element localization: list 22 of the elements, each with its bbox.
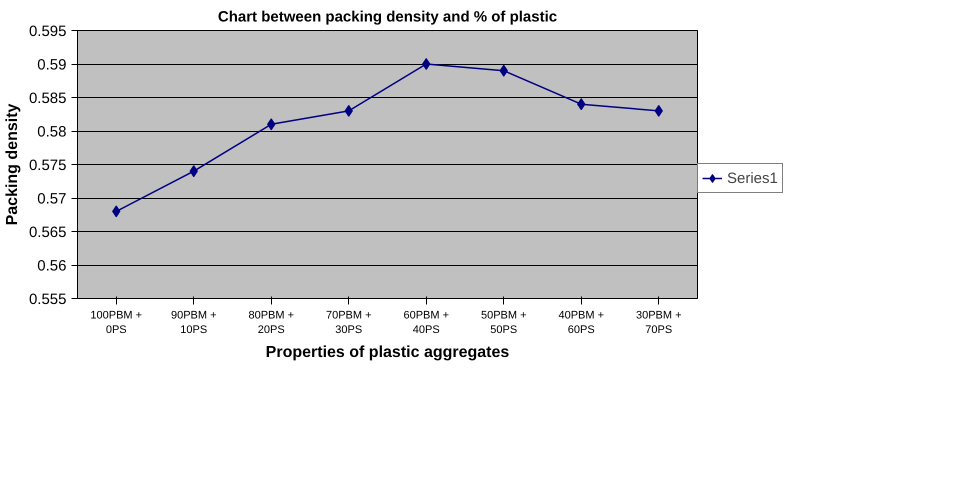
y-tick-label: 0.57: [37, 190, 67, 208]
x-tick-label: 100PBM + 0PS: [90, 310, 142, 336]
y-tick-label: 0.58: [37, 124, 67, 140]
point: [422, 58, 430, 70]
x-tick-label: 60PBM + 40PS: [403, 310, 450, 336]
y-tick-label: 0.555: [28, 291, 67, 308]
x-tick-label: 50PBM + 50PS: [480, 310, 527, 336]
y-tick-label: 0.565: [28, 224, 67, 241]
chart-title: Chart between packing density and % of plastic: [218, 8, 558, 26]
x-axis-title: Properties of plastic aggregates: [266, 344, 510, 361]
y-axis-title: Packing density: [4, 103, 21, 226]
y-tick-label: 0.595: [28, 23, 67, 40]
y-tick-label: 0.59: [37, 56, 67, 74]
y-tick-label: 0.585: [28, 90, 67, 107]
x-tick-label: 30PBM + 70PS: [636, 310, 682, 336]
x-tick-label: 90PBM + 10PS: [170, 310, 217, 336]
x-tick-label: 40PBM + 60PS: [558, 310, 604, 336]
y-tick-label: 0.56: [37, 258, 67, 274]
y-tick-label: 0.575: [28, 157, 67, 174]
x-tick-label: 70PBM + 30PS: [326, 310, 372, 336]
x-tick-label: 80PBM + 20PS: [248, 310, 294, 336]
legend-label: Series1: [727, 170, 778, 186]
